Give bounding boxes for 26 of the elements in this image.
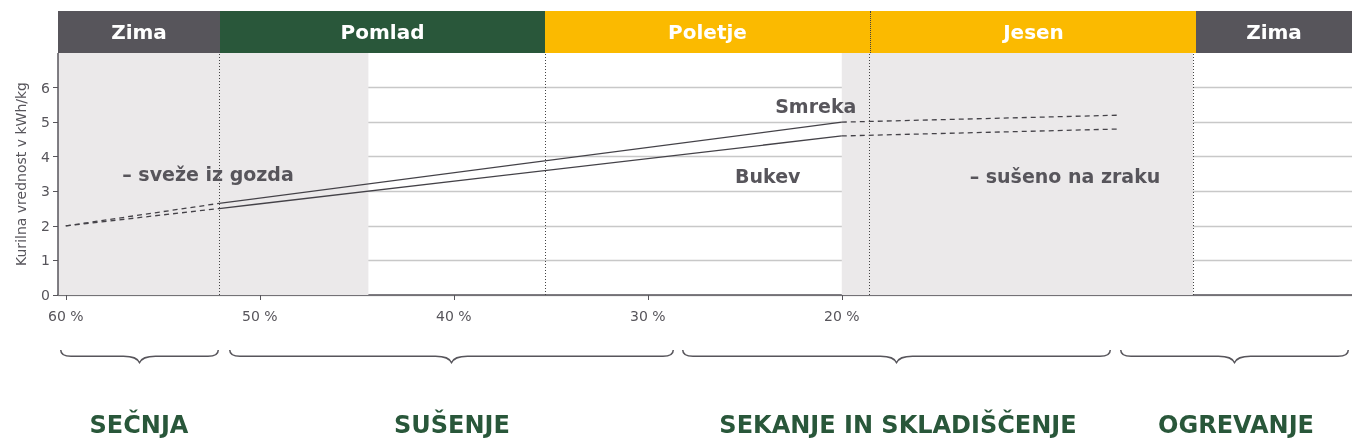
text: OGREVANJE [1158,411,1314,439]
text: Poletje [545,11,870,53]
x-tick-label: 20 % [823,308,860,324]
x-tick-label: 30 % [629,308,666,324]
y-tick-label: 1 [41,252,50,269]
y-tick-label: 4 [41,148,51,165]
y-tick-label: 6 [41,79,51,96]
text: SEKANJE IN SKLADIŠČENJE [719,411,1077,439]
text: SEČNJA [89,411,189,439]
text: Pomlad [220,11,545,53]
annotation: – sušeno na zraku [969,165,1161,187]
text: Zima [58,11,220,53]
y-tick-label: 3 [41,183,50,200]
series-label: Smreka [775,95,857,118]
annotation: – sveže iz gozda [122,163,294,185]
text: Jesen [870,11,1196,53]
y-tick-label: 0 [41,287,50,303]
text: Zima [1196,11,1352,53]
x-tick-label: 50 % [241,308,278,324]
text: SUŠENJE [394,411,510,439]
x-tick-label: 60 % [47,308,84,324]
y-tick-label: 5 [41,114,50,131]
y-tick-label: 2 [41,217,50,234]
y-axis-title: Kurilna vrednost v kWh/kg [13,82,29,266]
x-tick-label: 40 % [435,308,472,324]
series-label: Bukev [735,164,802,187]
